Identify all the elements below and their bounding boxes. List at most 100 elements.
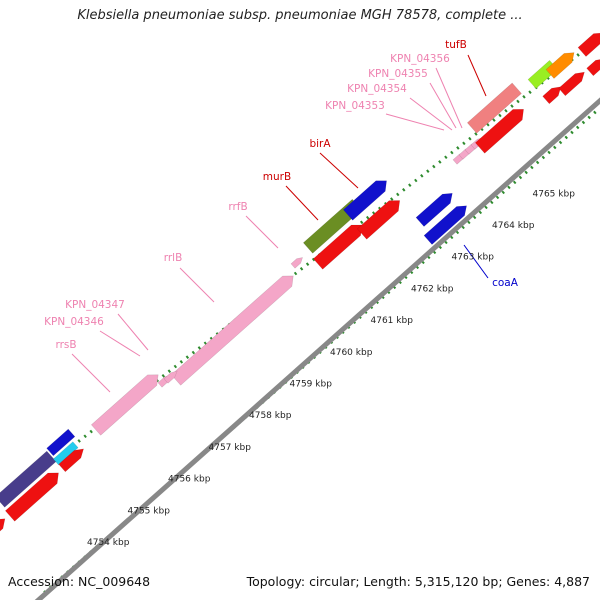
tick-mark [484, 205, 488, 210]
tick-mark [305, 262, 310, 266]
label-line-rrlb [179, 267, 215, 303]
tick-mark [467, 220, 471, 225]
tick-mark [359, 220, 364, 225]
tick-mark [185, 355, 190, 359]
gene-label-kpn-04354[interactable]: KPN_04354 [347, 83, 407, 95]
red-cds-feature[interactable] [474, 104, 528, 154]
tick-mark [89, 429, 93, 434]
tick-mark [530, 165, 534, 170]
tick-mark [402, 187, 406, 192]
scale-label: 4754 kbp [87, 538, 130, 548]
scale-label: 4756 kbp [168, 475, 211, 485]
gene-label-coaa[interactable]: coaA [492, 277, 519, 289]
tick-mark [390, 197, 394, 201]
tufb-feature[interactable] [466, 82, 522, 134]
tick-mark [420, 174, 424, 178]
outer-tick-ring [0, 39, 598, 504]
tick-mark [486, 122, 490, 127]
rrlb-feature[interactable] [170, 271, 298, 386]
tick-mark [553, 145, 557, 150]
tick-mark [179, 360, 184, 364]
tick-mark [478, 210, 483, 215]
kpn-04347-feature[interactable] [163, 369, 179, 384]
scale-label: 4759 kbp [290, 380, 333, 390]
red-cds-feature[interactable] [542, 83, 565, 105]
tick-mark [495, 195, 500, 200]
accession-info: Accession: NC_009648 [8, 574, 150, 589]
genome-summary: Topology: circular; Length: 5,315,120 bp… [246, 574, 590, 589]
gene-label-tufb[interactable]: tufB [445, 39, 467, 51]
scale-label: 4763 kbp [452, 253, 495, 263]
tick-mark [455, 230, 460, 235]
red-cds-feature[interactable] [4, 468, 63, 522]
red-cds-feature[interactable] [356, 195, 404, 240]
label-line-tufb [467, 54, 487, 97]
tick-mark [581, 120, 586, 125]
length-label: Length: [363, 574, 411, 589]
gene-label-kpn-04347[interactable]: KPN_04347 [65, 299, 125, 311]
topology-value: circular [309, 574, 356, 589]
label-line-kpn-04354 [409, 97, 453, 131]
tick-mark [161, 373, 166, 378]
tick-mark [191, 350, 196, 355]
gene-label-murb[interactable]: murB [263, 171, 291, 183]
tick-mark [173, 364, 178, 369]
scale-label: 4761 kbp [371, 316, 414, 326]
red-cds-feature[interactable] [58, 445, 87, 473]
tick-mark [468, 136, 472, 141]
label-line-murb [285, 185, 319, 221]
tick-mark [432, 164, 436, 169]
tick-mark [83, 434, 87, 439]
blue-cds-feature[interactable] [46, 428, 76, 457]
gene-label-kpn-04356[interactable]: KPN_04356 [390, 53, 450, 65]
tick-mark [498, 113, 502, 118]
red-cds-feature[interactable] [577, 28, 600, 57]
tick-mark [426, 169, 430, 173]
gene-labels[interactable]: tufB KPN_04356 KPN_04355 KPN_04354 KPN_04353… [44, 39, 519, 351]
tick-mark [490, 200, 494, 205]
rrsb-feature[interactable] [90, 370, 163, 436]
topology-label: Topology: [246, 574, 306, 589]
tick-mark [504, 108, 508, 113]
gene-label-rrfb[interactable]: rrfB [228, 201, 247, 213]
red-cds-feature[interactable] [586, 55, 600, 77]
genes-label: Genes: [506, 574, 551, 589]
coaa-feature[interactable] [423, 201, 471, 245]
rrfb-feature[interactable] [290, 255, 305, 269]
tick-mark [414, 178, 418, 183]
gene-label-kpn-04346[interactable]: KPN_04346 [44, 316, 104, 328]
tick-mark [564, 135, 568, 140]
label-line-rrfb [245, 215, 279, 249]
tick-mark [77, 439, 81, 443]
tick-mark [299, 267, 304, 271]
tick-mark [518, 175, 523, 180]
gene-label-bira[interactable]: birA [309, 138, 331, 150]
label-line-kpn-04353 [385, 113, 445, 131]
tick-mark [501, 190, 505, 195]
tick-mark [461, 225, 465, 230]
label-line-kpn-04347 [117, 313, 149, 351]
genome-backbone [34, 97, 600, 600]
scale-label: 4762 kbp [411, 284, 454, 294]
scale-label: 4764 kbp [492, 221, 535, 231]
cyan-cds-feature[interactable] [52, 441, 79, 466]
red-cds-feature[interactable] [558, 68, 588, 97]
red-cds-feature[interactable] [0, 514, 9, 537]
gene-label-rrlb[interactable]: rrlB [164, 252, 183, 264]
tick-mark [510, 104, 514, 108]
bira-feature[interactable] [342, 175, 391, 221]
label-line-kpn-04355 [429, 82, 457, 129]
tick-mark [456, 146, 460, 150]
map-title: Klebsiella pneumoniae subsp. pneumoniae … [77, 8, 523, 23]
gene-label-rrsb[interactable]: rrsB [55, 339, 76, 351]
coaa-feature[interactable] [415, 189, 456, 227]
tick-mark [365, 215, 370, 220]
orange-cds-feature[interactable] [545, 48, 578, 79]
gene-label-kpn-04355[interactable]: KPN_04355 [368, 68, 428, 80]
tick-mark [524, 170, 528, 175]
scale-labels: 4754 kbp 4755 kbp 4756 kbp 4757 kbp 4758 kbp… [87, 189, 575, 548]
gene-features[interactable] [0, 28, 600, 537]
tick-mark [507, 185, 511, 190]
gene-label-kpn-04353[interactable]: KPN_04353 [325, 100, 385, 112]
